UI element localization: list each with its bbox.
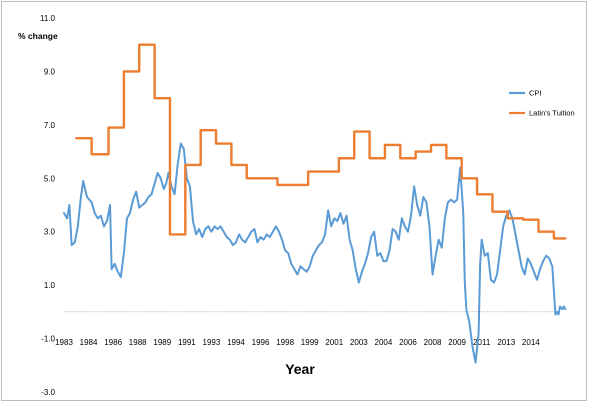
series-line-cpi [63, 142, 567, 364]
x-axis-ticks: 1983 1984 1986 1988 1989 1991 1993 1994 1996 1998… [55, 338, 540, 347]
y-tick-label: 3.0 [44, 228, 56, 237]
x-tick-label: 1998 [276, 338, 294, 347]
x-tick-label: 1986 [104, 338, 122, 347]
y-tick-label: 1.0 [44, 281, 56, 290]
x-tick-label: 2014 [522, 338, 540, 347]
y-axis-label: % change [18, 31, 58, 41]
x-tick-label: 1993 [203, 338, 221, 347]
series-line-tuition [75, 43, 567, 240]
x-tick-label: 2003 [350, 338, 368, 347]
y-tick-label: 11.0 [40, 14, 56, 23]
x-tick-label: 2009 [448, 338, 466, 347]
x-tick-label: 2004 [375, 338, 393, 347]
x-tick-label: 2008 [424, 338, 442, 347]
legend: CPI Latin's Tuition [509, 89, 575, 118]
x-tick-label: 1996 [252, 338, 270, 347]
y-tick-label: -3.0 [41, 388, 55, 397]
y-axis-ticks: 11.0 9.0 7.0 5.0 3.0 1.0 -1.0 -3.0 [40, 14, 56, 397]
x-tick-label: 1989 [153, 338, 171, 347]
legend-label: Latin's Tuition [529, 109, 575, 118]
x-tick-label: 1988 [129, 338, 147, 347]
x-tick-label: 1983 [55, 338, 73, 347]
x-tick-label: 1994 [227, 338, 245, 347]
y-tick-label: 9.0 [44, 67, 56, 76]
y-tick-label: -1.0 [41, 335, 55, 344]
x-axis-label: Year [285, 361, 315, 377]
x-tick-label: 1984 [80, 338, 98, 347]
legend-label: CPI [529, 89, 542, 98]
x-tick-label: 1999 [301, 338, 319, 347]
y-tick-label: 5.0 [44, 174, 56, 183]
x-tick-label: 2013 [497, 338, 515, 347]
x-tick-label: 2006 [399, 338, 417, 347]
x-tick-label: 2011 [473, 338, 491, 347]
x-tick-label: 1991 [178, 338, 196, 347]
series-layer [63, 43, 567, 364]
y-tick-label: 7.0 [44, 121, 56, 130]
x-tick-label: 2001 [325, 338, 343, 347]
